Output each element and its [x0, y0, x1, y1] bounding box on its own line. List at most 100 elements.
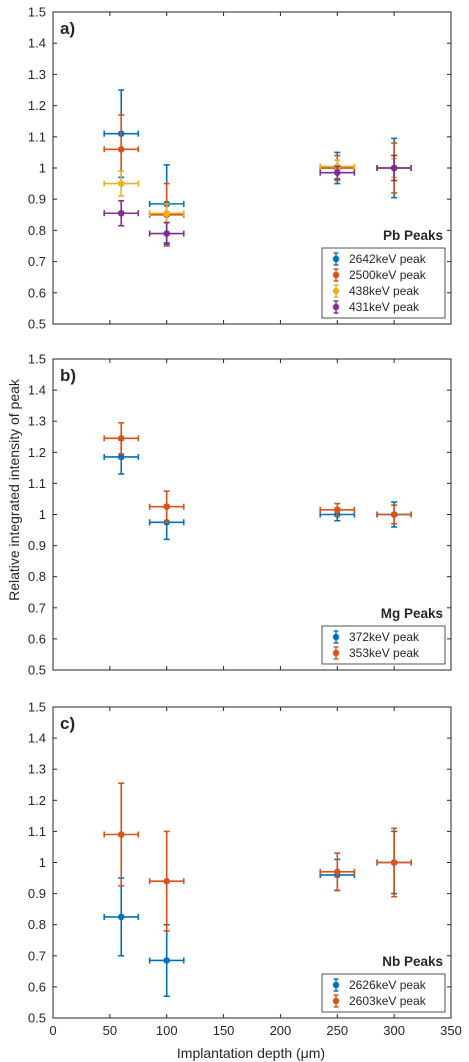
legend-entry-label: 2642keV peak	[349, 252, 427, 266]
y-tick-label: 0.8	[28, 223, 46, 238]
legend-box	[321, 973, 446, 1013]
peak-group-title: Pb Peaks	[383, 228, 443, 243]
data-point	[117, 913, 125, 921]
legend-marker	[332, 303, 340, 311]
legend-marker	[332, 287, 340, 295]
y-tick-label: 0.7	[28, 948, 46, 963]
data-point	[333, 169, 341, 176]
data-point	[163, 957, 171, 964]
y-tick-label: 1.1	[28, 476, 46, 491]
panel-label: c)	[60, 714, 75, 733]
data-point	[390, 859, 398, 866]
y-tick-label: 0.9	[28, 886, 46, 901]
x-tick-label: 300	[383, 1023, 405, 1038]
data-series	[103, 114, 413, 247]
data-point	[117, 453, 125, 461]
legend-entry-label: 438keV peak	[349, 284, 420, 298]
y-tick-label: 0.6	[28, 285, 46, 300]
peak-group-title: Mg Peaks	[381, 606, 443, 621]
data-point	[117, 831, 125, 838]
x-tick-label: 200	[270, 1023, 292, 1038]
y-tick-label: 0.5	[28, 317, 46, 332]
data-point	[163, 209, 171, 217]
peak-group-title: Nb Peaks	[382, 954, 443, 969]
y-tick-label: 1.2	[28, 445, 46, 460]
data-series	[103, 157, 413, 224]
data-series	[103, 830, 413, 998]
data-point	[117, 180, 125, 187]
data-point	[333, 506, 341, 514]
y-tick-label: 1	[39, 507, 46, 522]
data-point	[117, 145, 125, 153]
legend-marker	[332, 981, 340, 989]
panel-label: b)	[60, 366, 76, 385]
data-point	[333, 868, 341, 876]
legend-marker	[332, 649, 340, 657]
data-point	[117, 435, 125, 442]
y-tick-label: 1.2	[28, 98, 46, 113]
chart-panel: 0.5 0.6 0.7 0.8 0.9 1 1.1 1.2 1.3 1.4 1.5 b) 372keV …	[28, 352, 452, 678]
y-tick-label: 1.3	[28, 67, 46, 82]
y-tick-label: 0.5	[28, 663, 46, 678]
panel-label: a)	[60, 19, 75, 38]
legend-marker	[332, 997, 340, 1005]
y-tick-label: 1	[39, 161, 46, 176]
legend-entry-label: 2500keV peak	[349, 268, 427, 282]
y-tick-label: 0.8	[28, 569, 46, 584]
y-tick-label: 1.3	[28, 762, 46, 777]
data-series	[103, 782, 413, 932]
legend-entry-label: 353keV peak	[349, 646, 420, 660]
data-series	[103, 89, 413, 244]
x-tick-label: 50	[103, 1023, 117, 1038]
y-tick-label: 0.7	[28, 600, 46, 615]
y-tick-label: 0.5	[28, 1011, 46, 1026]
y-tick-label: 0.9	[28, 192, 46, 207]
y-tick-label: 1.4	[28, 731, 46, 746]
legend-entry-label: 2603keV peak	[349, 994, 427, 1008]
data-series	[103, 421, 413, 525]
legend-marker	[332, 271, 340, 279]
x-axis-label: Implantation depth (μm)	[177, 1045, 325, 1061]
legend-box	[321, 247, 446, 319]
shared-y-axis-label: Relative integrated intensity of peak	[6, 378, 22, 601]
x-tick-label: 100	[156, 1023, 178, 1038]
x-tick-label: 250	[326, 1023, 348, 1038]
legend-entry-label: 431keV peak	[349, 300, 420, 314]
legend-box	[321, 625, 446, 665]
legend-marker	[332, 633, 340, 641]
x-tick-label: 0	[49, 1023, 56, 1038]
legend-entry-label: 2626keV peak	[349, 978, 427, 992]
legend-entry-label: 372keV peak	[349, 630, 420, 644]
y-tick-label: 0.7	[28, 254, 46, 269]
data-point	[390, 511, 398, 518]
chart-panel: 0.5 0.6 0.7 0.8 0.9 1 1.1 1.2 1.3 1.4 1.5 0 50 100 150…	[28, 700, 462, 1039]
y-tick-label: 1.5	[28, 700, 46, 715]
data-series	[103, 439, 413, 541]
legend: 2626keV peak 2603keV peak	[321, 973, 446, 1013]
data-point	[163, 877, 171, 885]
data-point	[163, 230, 171, 237]
y-tick-label: 0.6	[28, 631, 46, 646]
x-tick-label: 150	[213, 1023, 235, 1038]
y-tick-label: 1.2	[28, 793, 46, 808]
y-tick-label: 0.8	[28, 917, 46, 932]
y-tick-label: 0.9	[28, 538, 46, 553]
x-tick-label: 350	[440, 1023, 462, 1038]
data-point	[390, 164, 398, 172]
y-tick-label: 1.5	[28, 352, 46, 367]
y-tick-label: 0.6	[28, 979, 46, 994]
panels-group: 0.5 0.6 0.7 0.8 0.9 1 1.1 1.2 1.3 1.4 1.5 a) 2642keV…	[28, 5, 462, 1039]
y-tick-label: 1.4	[28, 36, 46, 51]
y-tick-label: 1.4	[28, 383, 46, 398]
y-tick-label: 1.5	[28, 5, 46, 20]
y-tick-label: 1	[39, 855, 46, 870]
legend: 372keV peak 353keV peak	[321, 625, 446, 665]
data-point	[117, 209, 125, 217]
data-series	[103, 154, 413, 246]
y-tick-label: 1.3	[28, 414, 46, 429]
data-point	[163, 503, 171, 511]
y-tick-label: 1.1	[28, 129, 46, 144]
legend: 2642keV peak 2500keV peak 438keV peak 431ke…	[321, 247, 446, 319]
y-tick-label: 1.1	[28, 824, 46, 839]
